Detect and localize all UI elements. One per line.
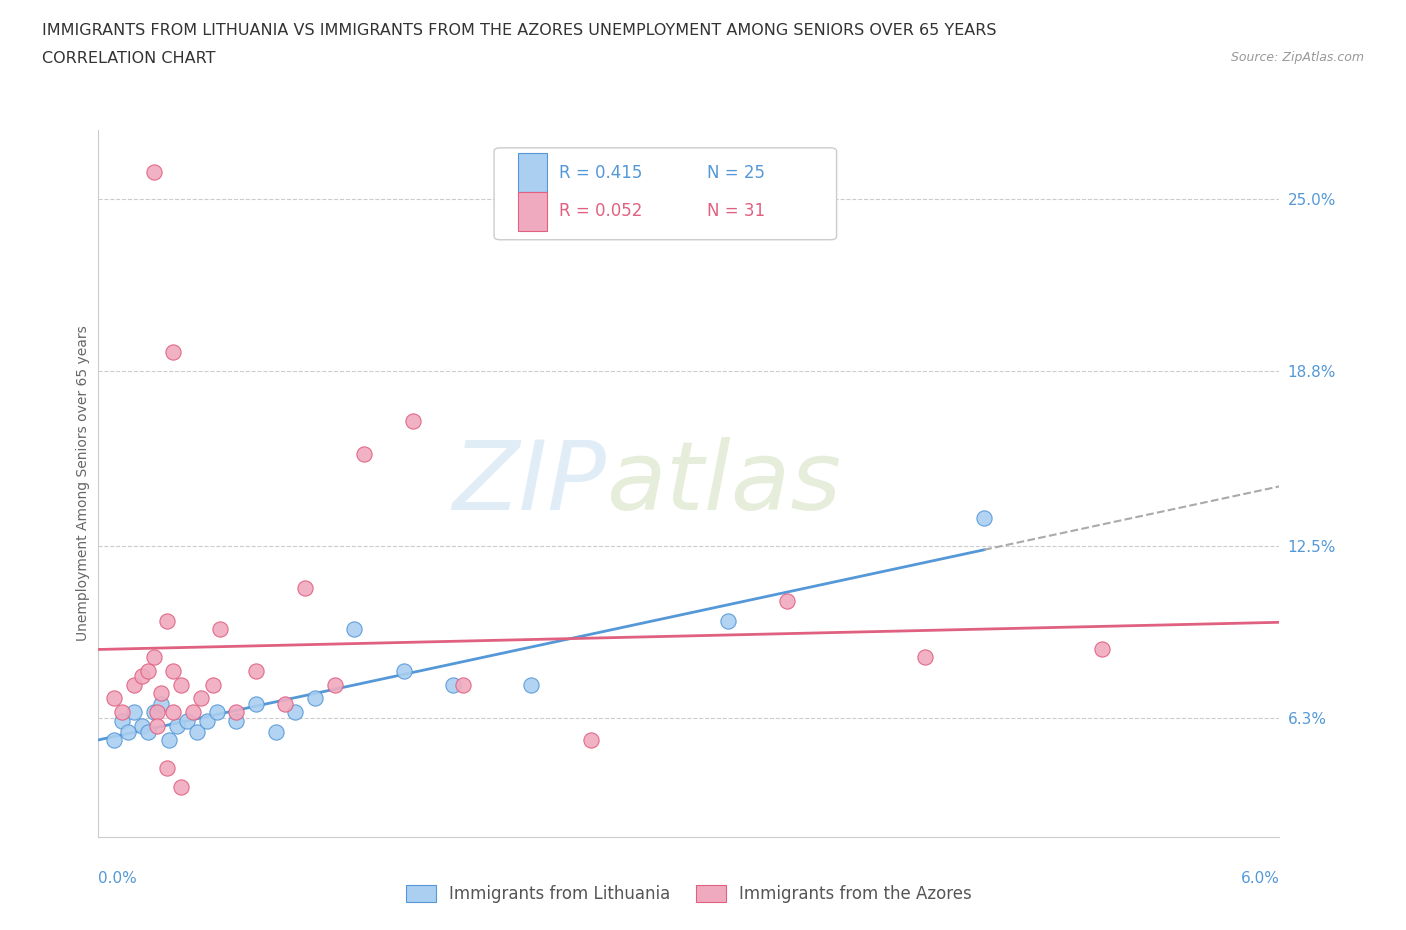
Point bbox=[122, 705, 145, 720]
Legend: Immigrants from Lithuania, Immigrants from the Azores: Immigrants from Lithuania, Immigrants fr… bbox=[399, 879, 979, 910]
Point bbox=[136, 663, 159, 678]
Point bbox=[131, 719, 153, 734]
Point bbox=[323, 677, 346, 692]
Point bbox=[209, 621, 232, 636]
Point bbox=[776, 594, 799, 609]
Point bbox=[156, 760, 179, 775]
Point bbox=[170, 677, 193, 692]
Text: R = 0.052: R = 0.052 bbox=[560, 203, 643, 220]
Point bbox=[142, 165, 165, 179]
Text: Source: ZipAtlas.com: Source: ZipAtlas.com bbox=[1230, 51, 1364, 64]
Point bbox=[717, 614, 740, 629]
Point bbox=[264, 724, 287, 739]
Point bbox=[117, 724, 139, 739]
Point bbox=[190, 691, 212, 706]
Point bbox=[136, 724, 159, 739]
Point bbox=[142, 705, 165, 720]
Point bbox=[201, 677, 224, 692]
Point bbox=[353, 447, 375, 462]
Text: 0.0%: 0.0% bbox=[98, 871, 138, 886]
Point bbox=[166, 719, 188, 734]
Point bbox=[441, 677, 464, 692]
Point bbox=[103, 733, 125, 748]
Text: N = 25: N = 25 bbox=[707, 164, 765, 181]
Point bbox=[162, 705, 184, 720]
Text: atlas: atlas bbox=[606, 437, 841, 530]
Point bbox=[294, 580, 316, 595]
Point bbox=[186, 724, 208, 739]
Point bbox=[146, 719, 169, 734]
Point bbox=[274, 697, 297, 711]
Point bbox=[245, 663, 267, 678]
FancyBboxPatch shape bbox=[494, 148, 837, 240]
Point bbox=[195, 713, 218, 728]
Point bbox=[579, 733, 602, 748]
Point bbox=[170, 779, 193, 794]
Point bbox=[343, 621, 366, 636]
Point bbox=[914, 649, 936, 664]
Point bbox=[973, 511, 995, 525]
Text: 6.0%: 6.0% bbox=[1240, 871, 1279, 886]
Point bbox=[520, 677, 543, 692]
Point bbox=[245, 697, 267, 711]
Point bbox=[225, 713, 247, 728]
Point bbox=[451, 677, 474, 692]
Point bbox=[225, 705, 247, 720]
Y-axis label: Unemployment Among Seniors over 65 years: Unemployment Among Seniors over 65 years bbox=[76, 326, 90, 642]
FancyBboxPatch shape bbox=[517, 193, 547, 231]
Point bbox=[150, 685, 173, 700]
FancyBboxPatch shape bbox=[517, 153, 547, 193]
Text: N = 31: N = 31 bbox=[707, 203, 765, 220]
Point bbox=[392, 663, 415, 678]
Point bbox=[162, 663, 184, 678]
Point bbox=[181, 705, 204, 720]
Text: R = 0.415: R = 0.415 bbox=[560, 164, 643, 181]
Point bbox=[103, 691, 125, 706]
Point bbox=[176, 713, 198, 728]
Point bbox=[122, 677, 145, 692]
Text: IMMIGRANTS FROM LITHUANIA VS IMMIGRANTS FROM THE AZORES UNEMPLOYMENT AMONG SENIO: IMMIGRANTS FROM LITHUANIA VS IMMIGRANTS … bbox=[42, 23, 997, 38]
Point bbox=[1091, 641, 1114, 656]
Point bbox=[402, 414, 425, 429]
Point bbox=[131, 669, 153, 684]
Point bbox=[157, 733, 180, 748]
Point bbox=[111, 713, 134, 728]
Point bbox=[150, 697, 173, 711]
Point bbox=[111, 705, 134, 720]
Point bbox=[142, 649, 165, 664]
Point bbox=[162, 344, 184, 359]
Point bbox=[146, 705, 169, 720]
Point bbox=[156, 614, 179, 629]
Text: CORRELATION CHART: CORRELATION CHART bbox=[42, 51, 215, 66]
Point bbox=[205, 705, 228, 720]
Point bbox=[284, 705, 307, 720]
Text: ZIP: ZIP bbox=[453, 437, 606, 530]
Point bbox=[304, 691, 326, 706]
